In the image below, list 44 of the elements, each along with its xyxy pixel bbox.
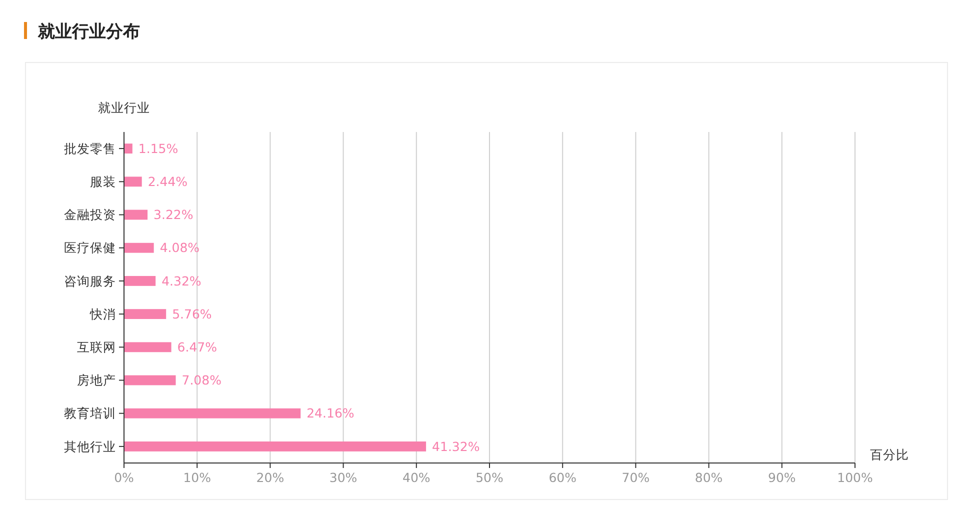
bar (124, 242, 154, 253)
y-tick-label: 互联网 (77, 340, 116, 355)
y-tick-label: 医疗保健 (64, 240, 116, 256)
x-tick-label: 70% (622, 470, 650, 485)
y-tick-label: 咨询服务 (64, 273, 116, 288)
y-tick-label: 金融投资 (64, 207, 116, 222)
bar (124, 309, 166, 320)
data-label: 5.76% (172, 306, 212, 322)
bar (124, 342, 172, 352)
data-label: 41.32% (432, 438, 480, 454)
bar (124, 441, 426, 452)
x-tick-label: 20% (256, 470, 284, 485)
x-tick-label: 0% (114, 470, 134, 485)
bar (124, 210, 148, 220)
data-label: 3.22% (154, 207, 194, 222)
x-tick-label: 90% (768, 470, 796, 485)
y-tick-label: 教育培训 (64, 406, 116, 421)
x-tick-label: 40% (402, 470, 430, 485)
x-tick-label: 10% (183, 470, 212, 485)
data-label: 7.08% (182, 372, 222, 388)
y-tick-label: 批发零售 (64, 140, 116, 156)
y-tick-label: 房地产 (77, 372, 116, 388)
data-label: 6.47% (177, 340, 218, 355)
y-tick-label: 服装 (90, 174, 116, 190)
chart-title: 就业行业分布 (37, 22, 140, 42)
bar (124, 176, 142, 187)
data-label: 4.32% (162, 273, 202, 288)
bar (124, 375, 176, 386)
bar (124, 144, 132, 154)
x-tick-label: 50% (476, 470, 504, 485)
data-label: 2.44% (148, 174, 188, 190)
x-axis-title: 百分比 (870, 447, 909, 462)
x-tick-label: 60% (548, 470, 577, 485)
bar (124, 276, 156, 286)
y-tick-label: 快消 (89, 306, 116, 322)
x-tick-label: 30% (329, 470, 358, 485)
data-label: 4.08% (160, 240, 200, 256)
bar (124, 408, 301, 418)
y-tick-label: 其他行业 (64, 438, 116, 454)
y-axis-title: 就业行业 (98, 100, 150, 115)
data-label: 1.15% (138, 140, 178, 156)
data-label: 24.16% (306, 406, 354, 421)
x-tick-label: 80% (694, 470, 723, 485)
x-tick-label: 100% (837, 470, 873, 485)
